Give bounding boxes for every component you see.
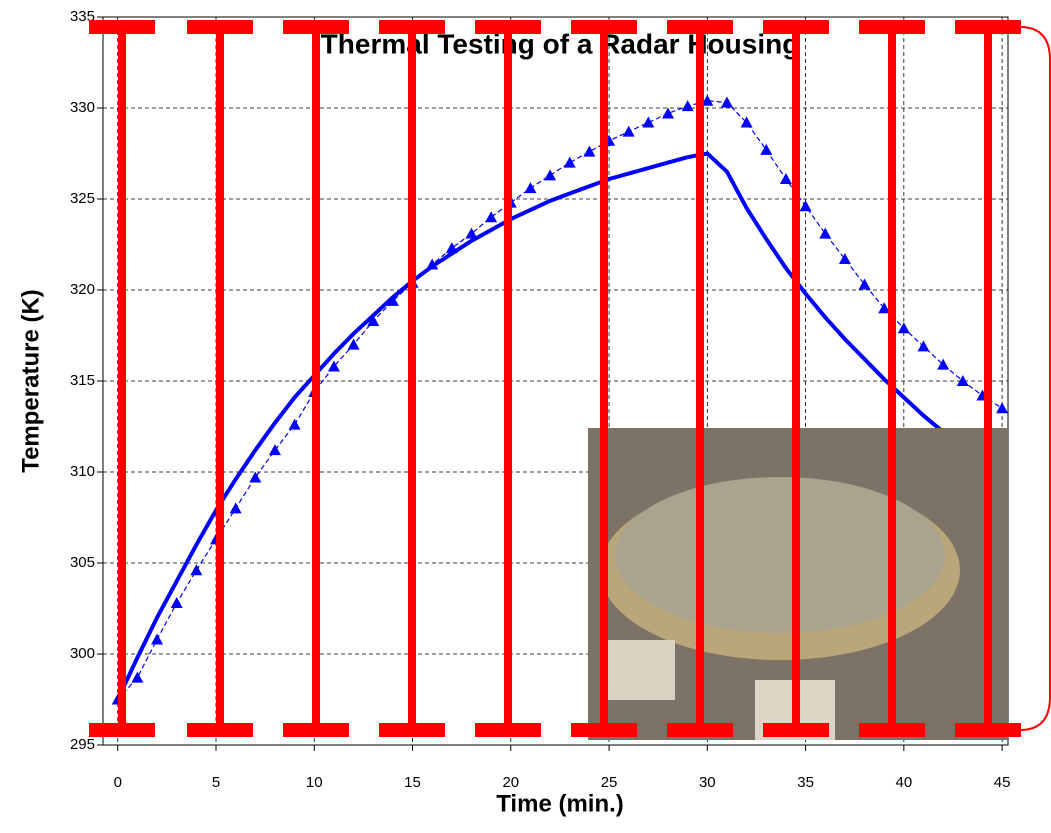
marker <box>838 253 851 265</box>
y-tick-label: 315 <box>70 372 95 389</box>
marker <box>327 360 340 372</box>
y-axis-label: Temperature (K) <box>17 289 44 473</box>
red-bar <box>792 27 800 730</box>
red-cap <box>89 723 155 737</box>
y-tick-label: 335 <box>70 8 95 25</box>
marker <box>524 182 537 194</box>
x-tick-label: 0 <box>114 774 122 791</box>
marker <box>799 200 812 212</box>
y-tick-label: 305 <box>70 554 95 571</box>
red-bracket <box>1019 26 1051 731</box>
red-bar <box>888 27 896 730</box>
marker <box>170 597 183 609</box>
marker <box>445 242 458 254</box>
photo-block <box>605 640 675 700</box>
marker <box>662 107 675 119</box>
marker <box>878 302 891 314</box>
marker <box>740 116 753 128</box>
marker <box>268 444 281 456</box>
red-bar <box>408 27 416 730</box>
red-bar <box>504 27 512 730</box>
red-bar <box>312 27 320 730</box>
y-tick-label: 320 <box>70 281 95 298</box>
y-tick-label: 310 <box>70 463 95 480</box>
tick-labels: 295 300 305 310 315 320 325 330 335 0 5 10 15 20 25 30 3… <box>70 8 1010 791</box>
y-tick-label: 325 <box>70 190 95 207</box>
red-cap <box>187 20 253 34</box>
red-cap <box>859 20 925 34</box>
marker <box>858 278 871 290</box>
marker <box>347 338 360 350</box>
red-bar <box>118 27 126 730</box>
red-cap <box>571 20 637 34</box>
red-overlay <box>89 20 1021 737</box>
marker <box>701 94 714 106</box>
x-tick-label: 15 <box>404 774 421 791</box>
red-cap <box>283 20 349 34</box>
red-bar <box>600 27 608 730</box>
marker <box>544 169 557 181</box>
marker <box>760 143 773 155</box>
marker <box>622 125 635 137</box>
marker <box>131 671 144 683</box>
red-bar <box>984 27 992 730</box>
series-line <box>117 100 1003 700</box>
marker <box>937 358 950 370</box>
marker <box>956 375 969 386</box>
marker <box>897 322 910 334</box>
x-axis-label: Time (min.) <box>496 790 624 817</box>
marker <box>819 227 832 239</box>
series-line <box>115 151 1004 701</box>
red-cap <box>475 723 541 737</box>
red-cap <box>187 723 253 737</box>
y-tick-label: 300 <box>70 645 95 662</box>
marker <box>190 564 203 576</box>
x-tick-label: 25 <box>601 774 618 791</box>
red-cap <box>475 20 541 34</box>
red-cap <box>667 20 733 34</box>
x-tick-label: 5 <box>212 774 220 791</box>
marker <box>229 502 242 514</box>
x-tick-label: 30 <box>699 774 716 791</box>
marker <box>720 96 733 108</box>
y-tick-label: 330 <box>70 99 95 116</box>
marker <box>563 156 576 168</box>
marker <box>917 340 930 352</box>
x-tick-label: 35 <box>797 774 814 791</box>
red-cap <box>283 723 349 737</box>
red-cap <box>955 723 1021 737</box>
marker <box>386 294 399 306</box>
marker <box>779 172 792 184</box>
x-tick-label: 10 <box>306 774 323 791</box>
marker <box>249 471 262 483</box>
red-cap <box>667 723 733 737</box>
red-cap <box>379 723 445 737</box>
marker <box>642 116 655 128</box>
red-cap <box>763 20 829 34</box>
marker <box>367 314 380 326</box>
marker <box>996 402 1009 414</box>
marker <box>465 227 478 239</box>
red-cap <box>859 723 925 737</box>
marker <box>681 100 694 112</box>
x-tick-label: 20 <box>502 774 519 791</box>
red-bar <box>696 27 704 730</box>
red-cap <box>89 20 155 34</box>
marker <box>485 211 498 223</box>
marker <box>288 418 301 430</box>
x-tick-label: 40 <box>895 774 912 791</box>
red-cap <box>379 20 445 34</box>
red-cap <box>955 20 1021 34</box>
series <box>111 94 1009 705</box>
y-tick-label: 295 <box>70 736 95 753</box>
red-bar <box>216 27 224 730</box>
marker <box>583 145 596 157</box>
red-cap <box>763 723 829 737</box>
red-cap <box>571 723 637 737</box>
marker <box>426 258 439 270</box>
x-tick-label: 45 <box>994 774 1011 791</box>
marker <box>151 633 164 645</box>
